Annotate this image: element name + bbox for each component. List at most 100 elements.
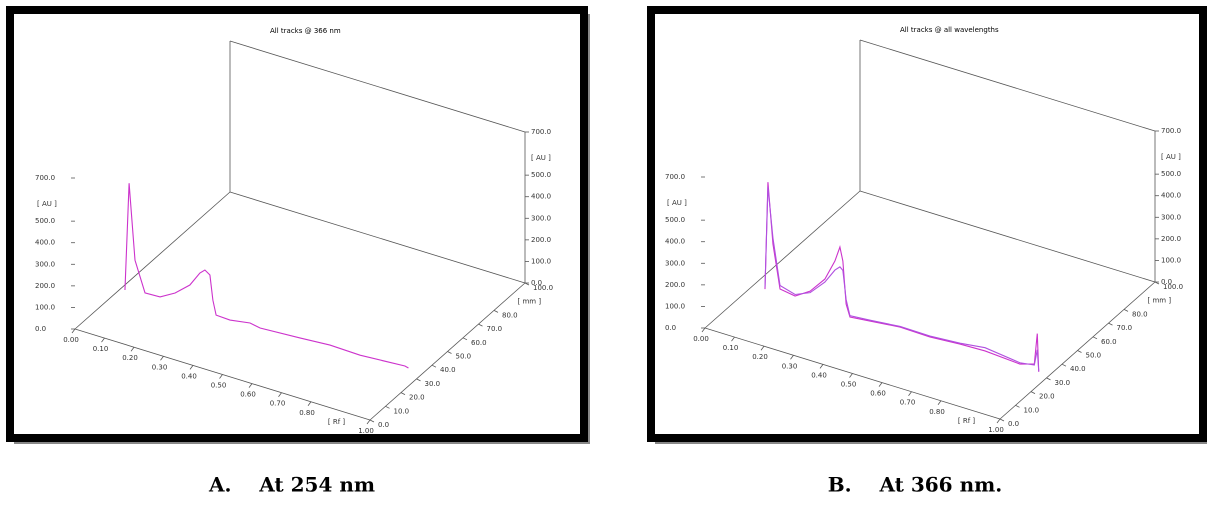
tick-mark: [478, 323, 483, 327]
y-tick-label: 700.0: [1161, 127, 1181, 135]
tick-mark: [416, 378, 421, 382]
y-tick-label: 700.0: [531, 128, 551, 136]
y-tick-label: 300.0: [665, 259, 685, 267]
x-tick-label: 0.50: [841, 381, 857, 389]
y-axis-label: [ AU ]: [37, 200, 57, 208]
tick-mark: [790, 355, 794, 360]
y-tick-label: 0.0: [531, 279, 542, 287]
z-tick-label: 60.0: [471, 339, 487, 347]
y-tick-label: 300.0: [1161, 213, 1181, 221]
axis-line: [704, 190, 861, 329]
tick-mark: [431, 364, 437, 368]
x-tick-label: 1.00: [358, 427, 374, 435]
x-tick-label: 0.20: [752, 353, 768, 361]
tick-mark: [189, 365, 194, 370]
tick-mark: [849, 373, 853, 378]
tick-mark: [524, 282, 530, 286]
x-tick-label: 0.10: [93, 345, 109, 353]
y-axis-label: [ AU ]: [1161, 153, 1181, 161]
tick-mark: [908, 391, 912, 396]
z-tick-label: 20.0: [1039, 393, 1055, 401]
z-tick-label: 10.0: [1024, 406, 1040, 414]
y-tick-label: 500.0: [665, 216, 685, 224]
tick-mark: [1077, 350, 1082, 353]
panel-frame: [6, 6, 588, 442]
z-tick-label: 80.0: [502, 311, 518, 319]
tick-mark: [878, 382, 883, 387]
x-tick-label: 0.00: [693, 335, 709, 343]
x-tick-label: 0.00: [63, 336, 79, 344]
z-tick-label: 40.0: [440, 366, 456, 374]
y-tick-label: 200.0: [35, 282, 55, 290]
tick-mark: [101, 337, 105, 343]
tick-mark: [493, 310, 499, 313]
x-tick-label: 0.70: [270, 400, 286, 408]
x-tick-label: 0.20: [122, 354, 138, 362]
y-tick-label: 200.0: [665, 281, 685, 289]
y-tick-label: 400.0: [35, 239, 55, 247]
z-tick-label: 10.0: [394, 407, 410, 415]
y-axis-label: [ AU ]: [531, 154, 551, 162]
y-tick-label: 500.0: [1161, 170, 1181, 178]
y-tick-label: 500.0: [35, 217, 55, 225]
z-axis-label: [ mm ]: [518, 298, 542, 306]
axis-line: [859, 39, 1156, 132]
tick-mark: [731, 336, 735, 342]
x-tick-label: 0.30: [782, 362, 798, 370]
y-tick-label: 100.0: [35, 303, 55, 311]
z-tick-label: 80.0: [1132, 310, 1148, 318]
tick-mark: [1061, 363, 1067, 367]
y-tick-label: 200.0: [1161, 235, 1181, 243]
y-tick-label: 700.0: [665, 173, 685, 181]
x-tick-label: 0.40: [811, 371, 827, 379]
x-tick-label: 1.00: [988, 426, 1004, 434]
y-tick-label: 400.0: [665, 238, 685, 246]
tick-mark: [999, 418, 1005, 422]
x-tick-label: 0.60: [870, 390, 886, 398]
trace: [764, 182, 1040, 372]
z-tick-label: 70.0: [1117, 324, 1133, 332]
y-tick-label: 500.0: [531, 171, 551, 179]
chart-title: All tracks @ all wavelengths: [900, 26, 999, 34]
z-tick-label: 40.0: [1070, 365, 1086, 373]
z-tick-label: 100.0: [533, 284, 553, 292]
x-axis-label: [ Rf ]: [328, 418, 346, 426]
z-tick-label: 50.0: [1086, 352, 1102, 360]
y-tick-label: 0.0: [35, 325, 46, 333]
x-tick-label: 0.60: [240, 391, 256, 399]
axis-line: [74, 191, 231, 330]
tick-mark: [366, 419, 371, 425]
caption: B. At 366 nm.: [828, 473, 1002, 497]
tick-mark: [400, 392, 406, 395]
x-tick-label: 0.30: [152, 363, 168, 371]
tick-mark: [307, 401, 312, 407]
tick-mark: [130, 346, 135, 352]
z-tick-label: 20.0: [409, 394, 425, 402]
x-tick-label: 0.70: [900, 399, 916, 407]
tick-mark: [447, 351, 452, 354]
z-tick-label: 0.0: [1008, 420, 1019, 428]
panel-frame: [647, 6, 1207, 442]
z-tick-label: 60.0: [1101, 338, 1117, 346]
tick-mark: [760, 345, 765, 351]
x-tick-label: 0.80: [929, 408, 945, 416]
x-tick-label: 0.50: [211, 382, 227, 390]
tick-mark: [160, 356, 164, 361]
tick-mark: [1046, 377, 1051, 381]
z-axis-label: [ mm ]: [1148, 297, 1172, 305]
y-tick-label: 0.0: [1161, 278, 1172, 286]
trace: [764, 186, 1040, 372]
y-tick-label: 0.0: [665, 324, 676, 332]
z-tick-label: 70.0: [487, 325, 503, 333]
tick-mark: [369, 419, 375, 423]
z-tick-label: 100.0: [1163, 283, 1183, 291]
chart-title: All tracks @ 366 nm: [270, 27, 341, 35]
tick-mark: [937, 400, 942, 406]
y-tick-label: 300.0: [531, 214, 551, 222]
tick-mark: [462, 337, 468, 341]
y-tick-label: 700.0: [35, 174, 55, 182]
tick-mark: [278, 392, 282, 397]
tick-mark: [1092, 336, 1098, 340]
z-tick-label: 0.0: [378, 421, 389, 429]
